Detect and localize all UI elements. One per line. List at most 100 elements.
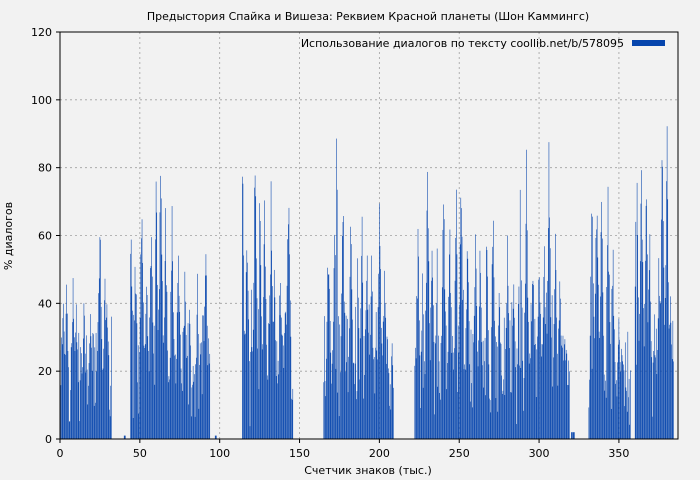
bar bbox=[326, 321, 328, 439]
bar bbox=[270, 181, 272, 440]
bar bbox=[381, 343, 383, 439]
bar bbox=[654, 355, 656, 439]
bar bbox=[418, 320, 420, 439]
bar bbox=[590, 276, 592, 439]
bar bbox=[665, 265, 667, 439]
bar bbox=[444, 289, 446, 439]
bar bbox=[668, 282, 669, 439]
bar bbox=[386, 363, 387, 439]
bar bbox=[137, 382, 138, 439]
bar bbox=[258, 389, 260, 439]
bar-series bbox=[60, 126, 674, 440]
bar bbox=[452, 352, 454, 439]
bar bbox=[641, 239, 643, 439]
bar bbox=[645, 205, 647, 439]
bar bbox=[337, 392, 339, 439]
bar bbox=[272, 321, 274, 439]
bar bbox=[440, 399, 441, 439]
bar bbox=[159, 212, 161, 439]
bar bbox=[625, 387, 627, 439]
bar bbox=[473, 342, 474, 439]
bar bbox=[636, 182, 638, 439]
bar bbox=[242, 176, 243, 439]
bar bbox=[181, 383, 182, 439]
bar bbox=[259, 203, 260, 439]
bar bbox=[67, 351, 69, 439]
bar bbox=[666, 181, 667, 439]
bar bbox=[420, 351, 422, 439]
bar bbox=[593, 316, 595, 439]
bar bbox=[151, 237, 152, 439]
bar bbox=[427, 228, 429, 439]
bar bbox=[263, 297, 264, 439]
bar bbox=[435, 335, 437, 439]
bar bbox=[342, 235, 343, 439]
bar bbox=[339, 324, 341, 439]
bar bbox=[328, 274, 330, 439]
bar bbox=[102, 369, 103, 439]
bar bbox=[134, 266, 136, 439]
bar bbox=[615, 383, 616, 439]
bar bbox=[617, 344, 619, 439]
bar bbox=[388, 368, 389, 439]
bar bbox=[645, 260, 646, 439]
bar bbox=[449, 254, 450, 439]
bar bbox=[131, 286, 133, 439]
bar bbox=[96, 371, 97, 439]
bar bbox=[620, 371, 622, 439]
bar bbox=[393, 387, 394, 439]
bar bbox=[666, 126, 668, 439]
bar bbox=[348, 356, 349, 439]
bar bbox=[516, 348, 518, 439]
bar bbox=[61, 344, 63, 439]
bar bbox=[194, 374, 195, 439]
bar bbox=[422, 387, 424, 439]
bar bbox=[433, 305, 434, 439]
bar bbox=[527, 297, 529, 439]
legend-swatch bbox=[632, 40, 665, 46]
bar bbox=[193, 381, 195, 439]
bar bbox=[467, 258, 469, 439]
bar bbox=[377, 307, 379, 439]
bar bbox=[172, 261, 173, 439]
bar bbox=[452, 335, 453, 439]
bar bbox=[429, 360, 431, 439]
bar bbox=[429, 323, 430, 439]
bar bbox=[242, 183, 244, 439]
bar bbox=[203, 315, 204, 439]
bar bbox=[541, 344, 543, 439]
bar bbox=[457, 325, 459, 439]
bar bbox=[474, 287, 476, 439]
bar bbox=[106, 304, 108, 439]
bar bbox=[179, 311, 181, 439]
bar bbox=[186, 357, 188, 439]
bar bbox=[626, 390, 627, 439]
bar bbox=[518, 286, 520, 439]
bar bbox=[597, 257, 599, 439]
bar bbox=[624, 342, 626, 439]
bar bbox=[197, 273, 198, 439]
bar bbox=[282, 335, 283, 439]
bar bbox=[638, 340, 640, 439]
bar bbox=[90, 314, 91, 439]
bar bbox=[477, 366, 479, 439]
x-tick-label: 200 bbox=[369, 447, 390, 460]
bar bbox=[512, 308, 514, 439]
bar bbox=[132, 310, 133, 439]
bar bbox=[549, 217, 550, 439]
bar bbox=[324, 316, 325, 439]
bar bbox=[340, 336, 342, 439]
bar bbox=[664, 324, 665, 439]
bar bbox=[424, 361, 425, 439]
bar bbox=[143, 345, 145, 439]
bar bbox=[662, 221, 664, 439]
bar bbox=[419, 355, 421, 439]
bar bbox=[136, 294, 137, 439]
bar bbox=[432, 277, 433, 439]
bar bbox=[190, 416, 192, 439]
bar bbox=[540, 313, 541, 439]
bar bbox=[366, 280, 367, 439]
bar bbox=[243, 330, 245, 439]
bar bbox=[453, 369, 455, 439]
bar bbox=[540, 356, 542, 439]
